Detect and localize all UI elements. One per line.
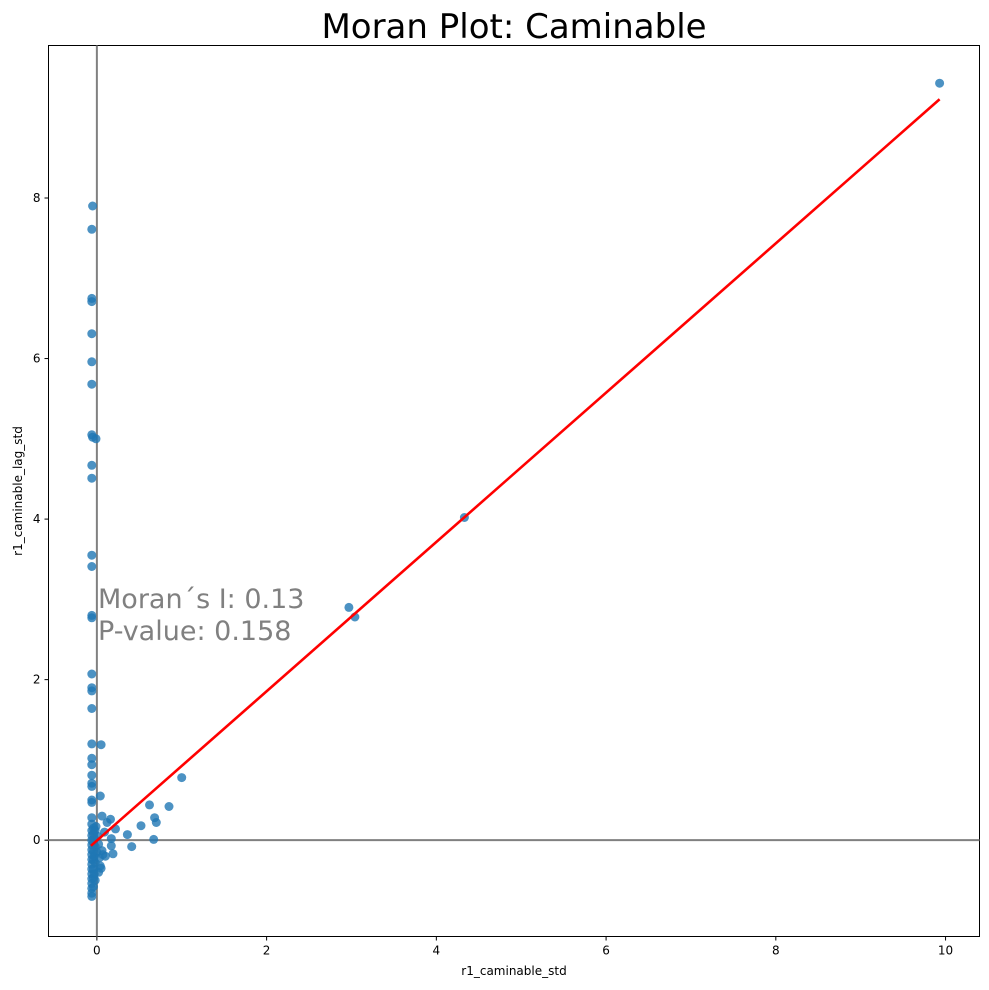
data-point (108, 849, 118, 859)
data-point (95, 861, 105, 871)
x-tick-label: 0 (93, 944, 101, 958)
data-point (88, 201, 98, 211)
morans-i-annotation: Moran´s I: 0.13 (98, 584, 304, 615)
reference-lines (48, 45, 980, 937)
data-point (145, 800, 154, 810)
data-point (344, 602, 354, 612)
p-value-annotation: P-value: 0.158 (98, 616, 291, 647)
data-point (87, 379, 97, 389)
data-point (87, 739, 97, 749)
data-point (98, 850, 108, 860)
plot-area-frame (48, 45, 980, 937)
data-point (87, 753, 97, 763)
y-axis-label: r1_caminable_lag_std (11, 426, 25, 556)
data-point (87, 329, 97, 339)
data-point (87, 460, 97, 470)
data-point (87, 770, 97, 780)
data-point (106, 834, 116, 844)
data-point (127, 842, 137, 852)
y-tick-label: 4 (33, 512, 41, 526)
data-point (149, 834, 159, 844)
data-point (87, 613, 97, 623)
data-point (136, 821, 146, 831)
chart-title: Moran Plot: Caminable (321, 7, 706, 47)
y-tick-label: 8 (33, 191, 41, 205)
data-point (935, 78, 945, 88)
x-tick-label: 10 (938, 944, 953, 958)
scatter-points (87, 78, 945, 901)
x-tick-label: 6 (602, 944, 610, 958)
data-point (87, 224, 97, 234)
x-tick-label: 4 (433, 944, 441, 958)
data-point (151, 818, 161, 827)
y-tick-label: 2 (33, 673, 41, 687)
data-point (87, 357, 97, 367)
x-tick-label: 2 (263, 944, 271, 958)
data-point (87, 797, 97, 807)
data-point (87, 760, 97, 770)
data-point (87, 781, 97, 791)
data-point (102, 818, 112, 827)
data-point (97, 811, 107, 821)
regression-line-group (90, 98, 941, 847)
data-point (164, 802, 174, 811)
x-tick-label: 8 (772, 944, 780, 958)
y-axis-ticks: 0 2 4 6 8 (33, 191, 49, 847)
x-axis-label: r1_caminable_std (461, 964, 566, 978)
data-point (87, 669, 97, 679)
data-point (87, 550, 97, 560)
y-tick-label: 6 (33, 352, 41, 366)
x-axis-ticks: 0 2 4 6 8 10 (93, 936, 953, 958)
data-point (90, 875, 100, 885)
data-point (87, 473, 97, 483)
y-tick-label: 0 (33, 833, 41, 847)
data-point (122, 830, 132, 840)
data-point (87, 891, 97, 901)
data-point (87, 813, 97, 823)
data-point (87, 686, 97, 696)
data-point (87, 562, 97, 571)
data-point (91, 434, 101, 444)
data-point (106, 841, 116, 851)
data-point (87, 704, 97, 713)
data-point (95, 791, 105, 801)
data-point (177, 773, 187, 783)
regression-line (90, 98, 941, 847)
data-point (87, 297, 97, 307)
data-point (96, 740, 106, 750)
